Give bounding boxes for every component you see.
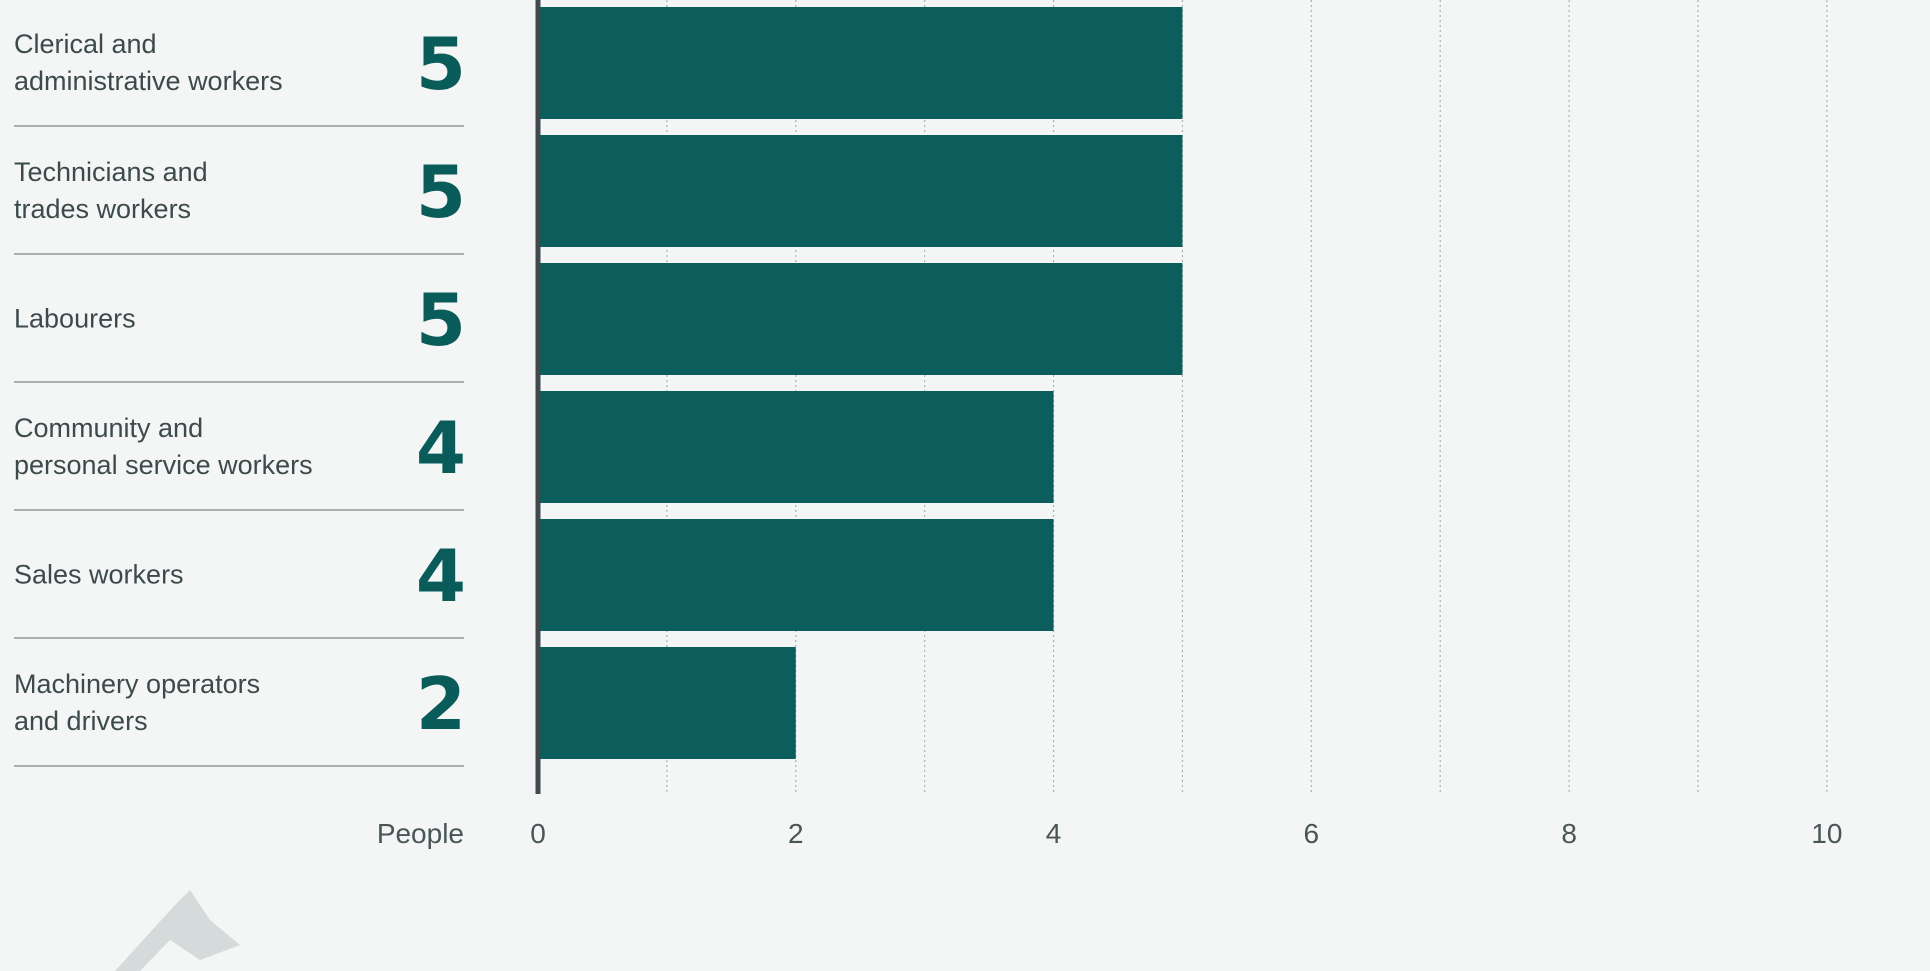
category-label: Clerical and administrative workers	[14, 26, 374, 100]
category-label: Technicians and trades workers	[14, 154, 374, 228]
value-label: 4	[416, 406, 466, 490]
bar	[538, 263, 1182, 375]
page: 0246810People555442 (() => { const data …	[0, 0, 1930, 971]
x-tick-label: 6	[1304, 818, 1320, 849]
category-label: Sales workers	[14, 557, 374, 594]
value-label: 5	[416, 278, 466, 362]
x-tick-label: 8	[1561, 818, 1577, 849]
bar	[538, 135, 1182, 247]
x-tick-label: 10	[1811, 818, 1842, 849]
category-label: Community and personal service workers	[14, 410, 374, 484]
category-label: Labourers	[14, 301, 374, 338]
x-tick-label: 0	[530, 818, 546, 849]
value-label: 2	[416, 662, 466, 746]
x-axis-label: People	[377, 818, 464, 849]
x-tick-label: 2	[788, 818, 804, 849]
value-label: 5	[416, 22, 466, 106]
x-tick-label: 4	[1046, 818, 1062, 849]
value-label: 4	[416, 534, 466, 618]
value-label: 5	[416, 150, 466, 234]
chart: 0 2 4 6 8 10 People 5 5 5 4 4 2	[0, 0, 1930, 971]
decoration	[115, 890, 240, 971]
category-label: Machinery operators and drivers	[14, 666, 374, 740]
bar	[538, 647, 796, 759]
bar	[538, 391, 1054, 503]
bar	[538, 519, 1054, 631]
bar	[538, 7, 1182, 119]
